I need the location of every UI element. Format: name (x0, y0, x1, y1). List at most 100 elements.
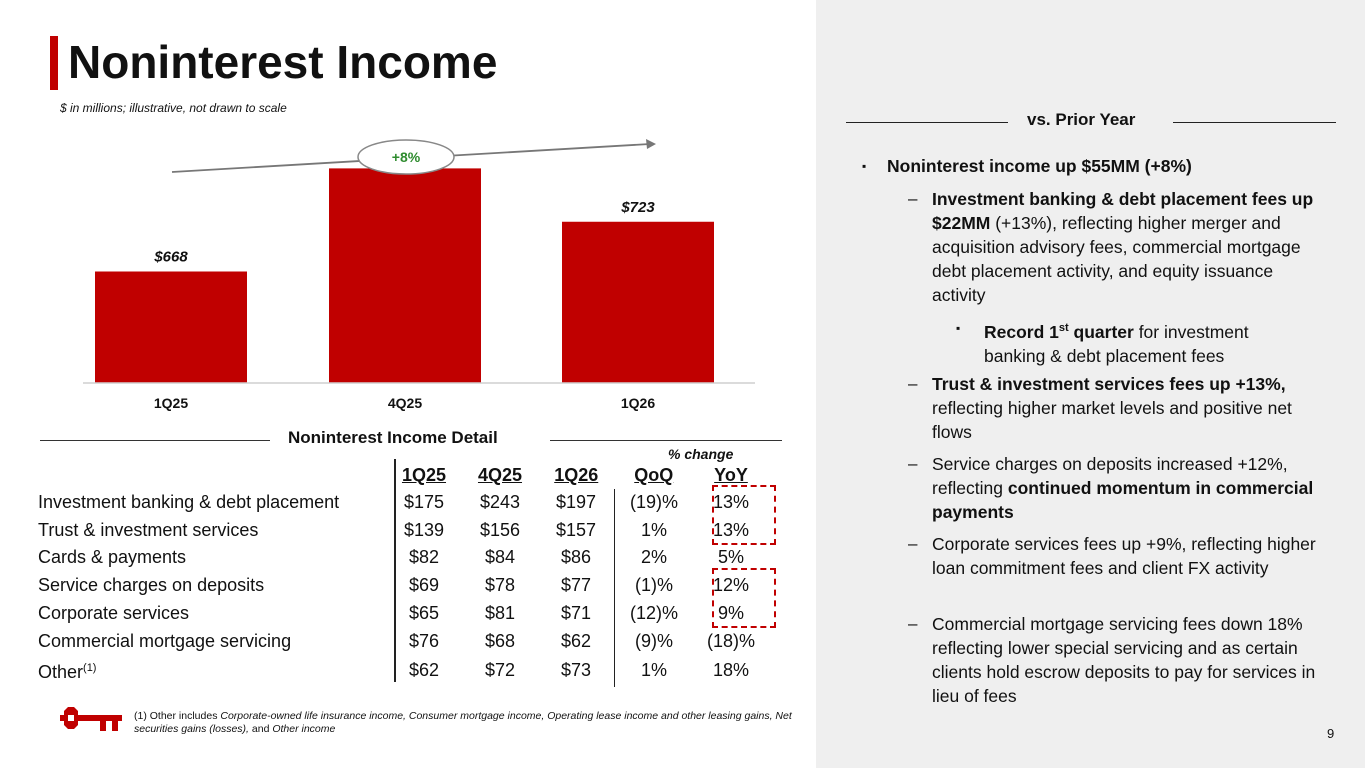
table-cell: 18% (712, 660, 750, 681)
dash-bullet-icon: – (908, 614, 918, 633)
table-cell: $157 (555, 519, 597, 540)
table-cell: $78 (484, 575, 516, 596)
table-header: 4Q25 (477, 464, 523, 485)
pct-change-label: % change (668, 446, 734, 462)
bar (329, 168, 481, 383)
page-title: Noninterest Income (68, 36, 498, 88)
row-label: Investment banking & debt placement (38, 492, 340, 512)
footnote-items: Corporate-owned life insurance income, C… (134, 710, 792, 735)
highlight-box (712, 568, 776, 628)
table-row: Commercial mortgage servicing $76 $68 $6… (38, 627, 769, 656)
row-label: Trust & investment services (38, 519, 259, 540)
table-header-blank (38, 461, 386, 489)
table-cell: $65 (408, 602, 440, 623)
table-cell: $73 (560, 660, 592, 681)
table-row: Corporate services $65 $81 $71 (12)% 9% (38, 599, 769, 628)
table-cell: 1% (614, 516, 693, 545)
dash-bullet-icon: – (908, 534, 918, 553)
table-cell: $71 (560, 602, 592, 623)
table-cell: (18)% (706, 630, 755, 651)
table-cell: (9)% (614, 627, 693, 656)
table-cell: $76 (408, 630, 440, 651)
table-row: Cards & payments $82 $84 $86 2% 5% (38, 544, 769, 573)
bullet-bold: continued momentum in commercial payment… (932, 478, 1314, 522)
table-cell: $175 (403, 492, 445, 512)
detail-table: 1Q25 4Q25 1Q26 QoQ YoY Investment bankin… (38, 461, 769, 687)
key-logo-icon (60, 707, 122, 731)
table-cell: $77 (560, 575, 592, 596)
dash-bullet-icon: – (908, 189, 918, 208)
row-label: Commercial mortgage servicing (38, 630, 292, 651)
table-row: Service charges on deposits $69 $78 $77 … (38, 572, 769, 600)
footnote-last: Other income (272, 723, 336, 735)
table-cell: 13% (712, 519, 750, 540)
footnote-prefix: (1) Other includes (134, 710, 221, 722)
bullet-bold: quarter (1068, 321, 1134, 342)
growth-label: +8% (392, 149, 421, 165)
table-header: YoY (714, 464, 748, 485)
bullet-text: for investment banking & debt placement … (984, 321, 1249, 366)
table-cell: (12)% (614, 599, 693, 628)
table-cell: $62 (560, 630, 592, 651)
divider-line (40, 440, 270, 441)
growth-arrow-head (646, 139, 656, 149)
table-cell: $86 (560, 547, 592, 568)
row-label: Service charges on deposits (38, 575, 265, 596)
table-cell: 1% (614, 655, 693, 687)
table-header: 1Q25 (401, 464, 447, 485)
row-label: Corporate services (38, 602, 190, 623)
vs-prior-year-title: vs. Prior Year (1027, 110, 1136, 129)
highlight-box (712, 485, 776, 545)
footnote: (1) Other includes Corporate-owned life … (134, 710, 800, 736)
chart-subtitle: $ in millions; illustrative, not drawn t… (60, 101, 287, 115)
dash-bullet-icon: – (908, 454, 918, 473)
title-accent-bar (50, 36, 58, 90)
table-row: Other(1) $62 $72 $73 1% 18% (38, 655, 769, 687)
table-cell: 9% (717, 602, 744, 623)
table-cell: 2% (614, 544, 693, 573)
table-cell: $81 (484, 602, 516, 623)
table-cell: 13% (712, 492, 750, 512)
divider-line (550, 440, 782, 441)
divider-line (846, 122, 1008, 123)
bullet-bold: Record 1 (984, 321, 1059, 342)
detail-header: Noninterest Income Detail (40, 428, 782, 450)
table-cell: 12% (712, 575, 750, 596)
bullet-bold: Trust & investment services fees up +13%… (932, 374, 1286, 394)
bullet-record-quarter: Record 1st quarter for investment bankin… (984, 316, 1314, 368)
footnote-ref: (1) (83, 662, 97, 675)
bullet-trust: Trust & investment services fees up +13%… (932, 372, 1317, 444)
bar (95, 271, 247, 383)
vs-prior-year-header: vs. Prior Year (846, 110, 1336, 134)
table-header: QoQ (634, 464, 674, 485)
table-cell: $243 (479, 492, 521, 512)
table-row: Trust & investment services $139 $156 $1… (38, 516, 769, 545)
category-label: 4Q25 (388, 395, 422, 411)
table-cell: $68 (484, 630, 516, 651)
table-cell: $197 (555, 492, 597, 512)
bullet-text: Service charges on deposits increased +1… (932, 454, 1288, 498)
divider-line (1173, 122, 1336, 123)
table-cell: (19)% (614, 489, 693, 517)
bullet-cms: Commercial mortgage servicing fees down … (932, 614, 1316, 706)
row-label: Cards & payments (38, 547, 187, 568)
table-cell: $84 (484, 547, 516, 568)
page-number: 9 (1327, 726, 1335, 741)
table-cell: $82 (408, 547, 440, 568)
table-cell: $139 (403, 519, 445, 540)
table-cell: $62 (408, 660, 440, 681)
table-cell: $69 (408, 575, 440, 596)
right-panel (816, 0, 1365, 768)
dash-bullet-icon: – (908, 374, 918, 393)
bullet-main: Noninterest income up $55MM (+8%) (887, 156, 1192, 176)
category-label: 1Q25 (154, 395, 188, 411)
bar-value-label: $668 (153, 248, 188, 265)
table-cell: $72 (484, 660, 516, 681)
row-label: Other(1) (38, 655, 386, 687)
square-bullet-icon: ▪ (956, 321, 961, 335)
row-label-text: Other (38, 662, 84, 683)
bullet-bold: Investment banking & debt placement fees… (932, 189, 1314, 233)
bullet-text: reflecting higher market levels and posi… (932, 398, 1292, 442)
table-header: 1Q26 (554, 464, 599, 485)
